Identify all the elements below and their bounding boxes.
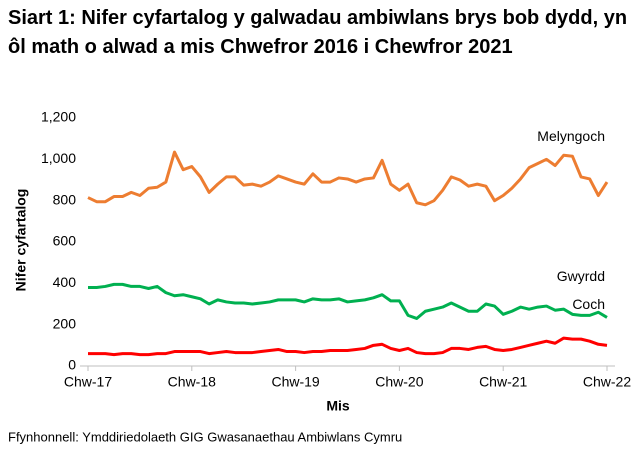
x-tick-label: Chw-17 <box>64 374 112 390</box>
y-tick-label: 800 <box>53 191 77 207</box>
series-label: Coch <box>572 296 605 312</box>
x-axis-label: Mis <box>326 398 350 414</box>
series-line <box>88 282 608 320</box>
y-tick-label: 1,000 <box>41 150 76 166</box>
series-line <box>87 150 609 207</box>
x-tick-label: Chw-19 <box>271 374 319 390</box>
y-axis-label: Nifer cyfartalog <box>13 189 29 292</box>
x-tick-label: Chw-21 <box>479 374 527 390</box>
y-tick-label: 200 <box>53 315 77 331</box>
y-tick-label: 600 <box>53 233 77 249</box>
series-label: Gwyrdd <box>557 268 605 284</box>
y-tick-label: 0 <box>68 357 76 373</box>
series-line <box>88 336 608 357</box>
chart-title: Siart 1: Nifer cyfartalog y galwadau amb… <box>8 7 628 58</box>
y-tick-label: 1,200 <box>41 109 76 125</box>
x-tick-label: Chw-20 <box>375 374 423 390</box>
source: Ffynhonnell: Ymddiriedolaeth GIG Gwasana… <box>8 429 402 444</box>
x-tick-label: Chw-18 <box>168 374 216 390</box>
x-tick-label: Chw-22 <box>583 374 631 390</box>
y-tick-label: 400 <box>53 274 77 290</box>
series-label: Melyngoch <box>537 128 605 144</box>
